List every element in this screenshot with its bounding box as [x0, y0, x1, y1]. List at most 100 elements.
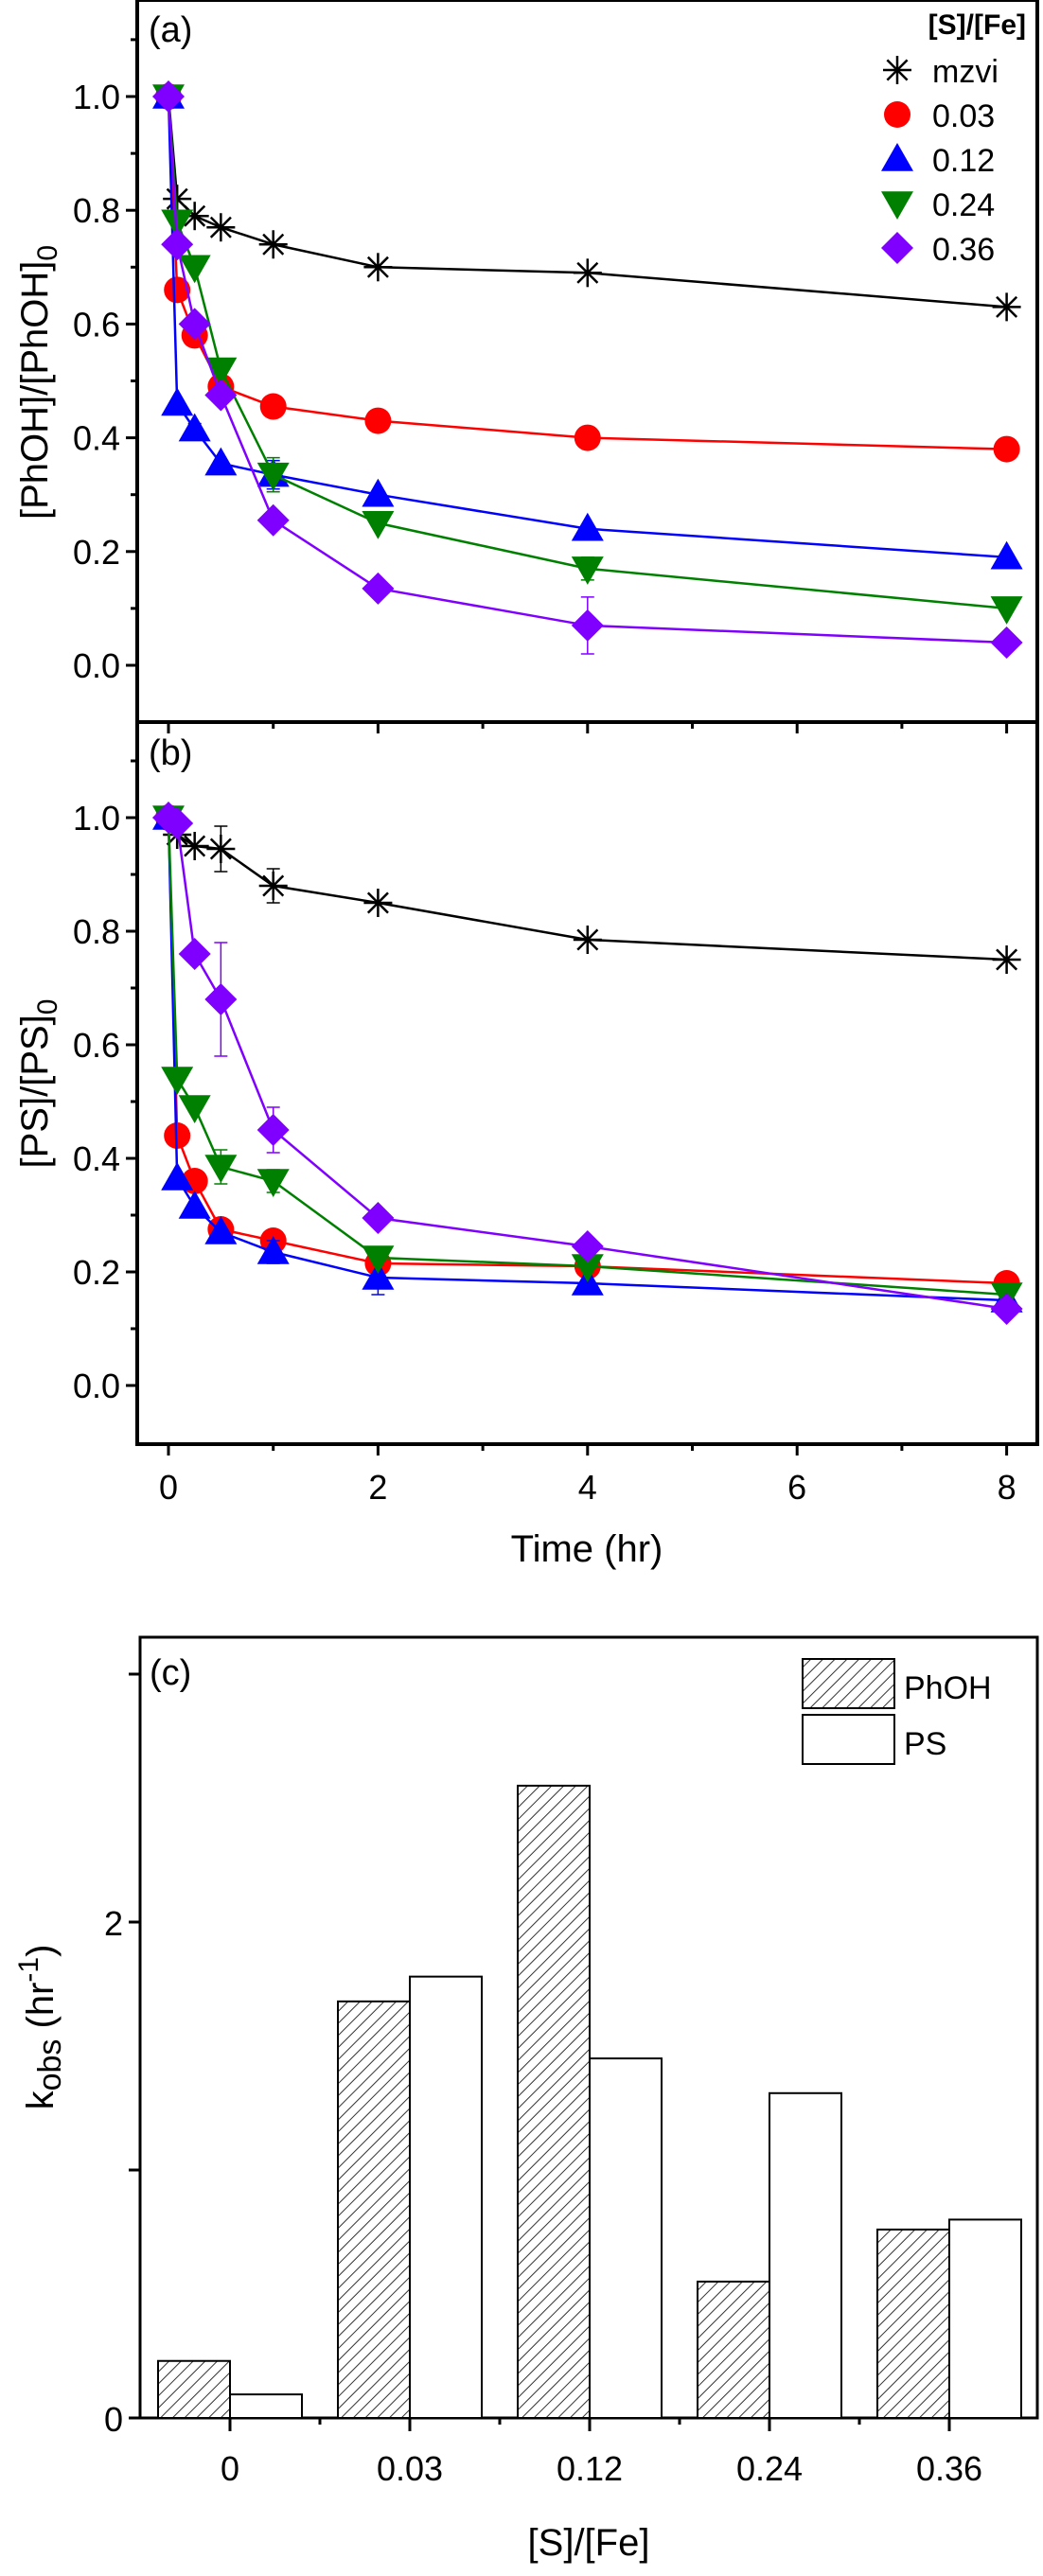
data-point — [574, 424, 601, 451]
data-point — [256, 503, 290, 537]
data-point — [204, 1155, 238, 1183]
data-point — [204, 447, 238, 476]
legend-item-0-24: 0.24 — [881, 187, 995, 223]
legend-item-0-12: 0.12 — [881, 143, 995, 179]
panel-b-label: (b) — [149, 733, 192, 773]
data-point — [362, 1202, 395, 1234]
series-line — [168, 816, 1007, 1311]
panel-a-ylabel-sub: 0 — [32, 245, 63, 261]
y-tick-label: 1.0 — [73, 799, 120, 838]
data-point — [362, 1245, 395, 1274]
data-point — [178, 255, 211, 284]
data-point — [571, 1254, 604, 1282]
y-tick-label: 2 — [104, 1904, 123, 1943]
data-point — [571, 609, 604, 642]
bar-phoh-0-24 — [697, 2280, 770, 2419]
legend-label: 0.36 — [932, 232, 995, 268]
x-tick-label: 8 — [998, 1468, 1016, 1507]
bar-ps-0-12 — [589, 2057, 663, 2420]
x-tick-label: 2 — [368, 1468, 387, 1507]
data-point — [180, 832, 209, 860]
data-point — [204, 379, 238, 412]
y-tick-label: 0.2 — [73, 1253, 120, 1292]
legend-marker — [884, 101, 910, 128]
x-tick-label: 0.24 — [736, 2449, 803, 2488]
panel-b-ylabel-main: [PS]/[PS] — [14, 1015, 56, 1168]
x-tick-label: 0.36 — [916, 2449, 982, 2488]
legend-label: 0.03 — [932, 98, 995, 134]
data-point — [178, 413, 211, 442]
y-tick-label: 0.6 — [73, 305, 120, 344]
legend-marker — [883, 56, 911, 84]
panel-b-ylabel-sub: 0 — [32, 999, 63, 1015]
legend-marker — [881, 232, 913, 264]
y-tick-label: 0.0 — [73, 1367, 120, 1405]
legend-label-ps: PS — [904, 1726, 946, 1762]
data-point — [161, 387, 194, 416]
series-line — [167, 96, 1007, 644]
series-0-36 — [152, 80, 1023, 659]
x-tick-label: 0.12 — [557, 2449, 623, 2488]
panel-b-ps-kinetics: 0.00.20.40.60.81.00 2 4 6 8 (b) [PS]/[PS]0 T… — [14, 720, 1039, 1570]
data-point — [990, 540, 1023, 570]
series-0-36 — [152, 802, 1023, 1325]
data-point — [571, 512, 604, 541]
panel-c-ylabel-close: ) — [20, 1945, 62, 1957]
data-point — [161, 228, 194, 261]
data-point — [573, 258, 602, 288]
data-point — [161, 1067, 194, 1095]
data-point — [161, 807, 194, 839]
y-tick-label: 0.4 — [73, 419, 120, 458]
data-point — [990, 1293, 1023, 1325]
data-point — [571, 556, 604, 585]
data-point — [256, 1236, 290, 1264]
panel-c-ylabel: kobs (hr-1) — [13, 1945, 68, 2110]
data-point — [206, 213, 236, 242]
panel-c-ylabel-unit: (hr — [20, 1983, 62, 2039]
legend-label-phoh: PhOH — [904, 1670, 992, 1706]
y-tick-label: 0.6 — [73, 1026, 120, 1065]
data-point — [164, 276, 191, 304]
bar-phoh-0-36 — [876, 2228, 950, 2419]
data-point — [990, 596, 1023, 625]
legend-swatch-ps — [802, 1714, 895, 1765]
data-point — [259, 393, 287, 420]
data-point — [363, 889, 393, 917]
legend-label: 0.24 — [932, 187, 995, 223]
data-point — [363, 253, 393, 282]
series-line — [167, 96, 1007, 559]
x-tick-label: 0.03 — [377, 2449, 443, 2488]
series-mzvi — [154, 803, 1021, 974]
data-point — [178, 938, 211, 970]
legend-title: [S]/[Fe] — [928, 9, 1026, 41]
bar-ps-0-03 — [409, 1975, 483, 2419]
panel-c-label: (c) — [150, 1653, 191, 1693]
x-tick-label: 0 — [159, 1468, 178, 1507]
x-tick-label: 0 — [221, 2449, 239, 2488]
panel-c-kobs-bars: 0 2 0 0.03 0.12 0.24 0.36 (c) kobs (hr-1) [S]/… — [13, 1635, 1039, 2564]
data-point — [206, 835, 236, 863]
panel-c-ylabel-sup: -1 — [13, 1957, 44, 1983]
data-point — [178, 1095, 211, 1123]
panel-b-ylabel: [PS]/[PS]0 — [14, 999, 63, 1169]
data-point — [573, 926, 602, 954]
data-point — [256, 1114, 290, 1146]
data-point — [362, 1262, 395, 1290]
data-point — [571, 1230, 604, 1262]
panel-a-legend: [S]/[Fe] mzvi 0.03 0.12 0.24 0.36 — [881, 9, 1026, 268]
y-tick-label: 0.8 — [73, 912, 120, 951]
data-point — [178, 1191, 211, 1219]
y-tick-label: 0.0 — [73, 646, 120, 685]
data-point — [204, 1216, 238, 1244]
data-point — [362, 478, 395, 507]
data-point — [161, 209, 194, 238]
bar-phoh-0 — [157, 2359, 231, 2419]
panel-c-xlabel: [S]/[Fe] — [528, 2522, 650, 2564]
data-point — [990, 626, 1023, 659]
panel-c-legend: PhOH PS — [802, 1658, 992, 1765]
panel-c-ylabel-sub: obs — [32, 2039, 68, 2091]
bar-ps-0-24 — [769, 2091, 842, 2420]
panel-b-xlabel: Time (hr) — [511, 1528, 663, 1570]
series-line — [167, 817, 1007, 1285]
